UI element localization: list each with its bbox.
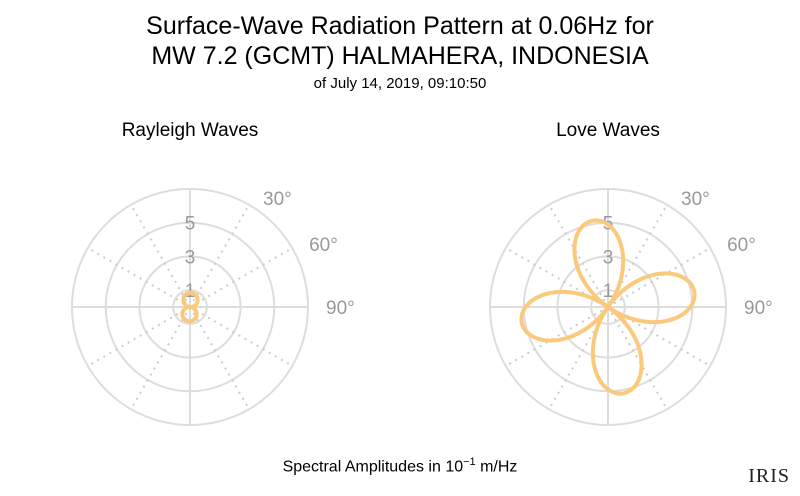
radiation-pattern-series (180, 290, 200, 324)
footer-suffix: m/Hz (475, 458, 518, 476)
spoke-240 (505, 306, 609, 367)
rayleigh-panel-title: Rayleigh Waves (121, 120, 259, 141)
radial-tick-label: 1 (603, 281, 614, 302)
radial-tick-label: 5 (185, 214, 196, 235)
footer-units: Spectral Amplitudes in 10−1 m/Hz (0, 456, 800, 476)
chart-title-line1: Surface-Wave Radiation Pattern at 0.06Hz… (146, 12, 654, 40)
angle-tick-label: 90° (326, 298, 355, 319)
angle-tick-label: 30° (263, 189, 292, 210)
angle-tick-label: 30° (681, 189, 710, 210)
spoke-60 (607, 247, 711, 308)
spoke-30 (189, 204, 250, 308)
radiation-pattern-series (519, 218, 697, 396)
spoke-210 (130, 306, 191, 410)
spoke-240 (87, 306, 191, 367)
chart-subtitle-date: of July 14, 2019, 09:10:50 (313, 75, 487, 92)
spoke-150 (189, 306, 250, 410)
spoke-300 (505, 247, 609, 308)
radial-tick-label: 3 (603, 247, 614, 268)
radial-tick-label: 3 (185, 247, 196, 268)
angle-tick-label: 60° (727, 235, 756, 256)
spoke-120 (607, 306, 711, 367)
love-panel-title: Love Waves (556, 120, 660, 141)
spoke-330 (548, 204, 609, 308)
spoke-330 (130, 204, 191, 308)
spoke-120 (189, 306, 293, 367)
spoke-150 (607, 306, 668, 410)
angle-tick-label: 60° (309, 235, 338, 256)
chart-title-line2: MW 7.2 (GCMT) HALMAHERA, INDONESIA (151, 42, 649, 70)
iris-logo: IRIS (748, 465, 790, 487)
footer-exponent: −1 (463, 456, 476, 468)
spoke-60 (189, 247, 293, 308)
angle-tick-label: 90° (744, 298, 773, 319)
footer-prefix: Spectral Amplitudes in 10 (282, 458, 464, 476)
spoke-210 (548, 306, 609, 410)
spoke-30 (607, 204, 668, 308)
spoke-300 (87, 247, 191, 308)
